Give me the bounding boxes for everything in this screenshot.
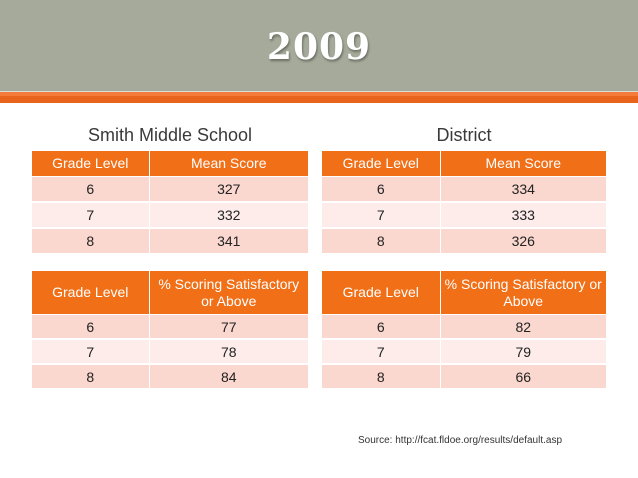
accent-stripe-thin bbox=[0, 92, 638, 96]
table-header-row: Grade Level Mean Score bbox=[32, 151, 308, 177]
mean-score-cell: 332 bbox=[149, 202, 308, 229]
grade-cell: 6 bbox=[32, 176, 150, 203]
mean-score-cell: 334 bbox=[440, 176, 606, 203]
mean-score-cell: 326 bbox=[440, 228, 606, 255]
table-row: 8 341 bbox=[32, 228, 308, 255]
slide-title: 2009 bbox=[266, 26, 372, 68]
accent-stripe-thick bbox=[0, 96, 638, 103]
mean-score-cell: 333 bbox=[440, 202, 606, 229]
grade-cell: 8 bbox=[322, 228, 441, 255]
grade-cell: 6 bbox=[322, 314, 441, 340]
school-heading: Smith Middle School bbox=[87, 125, 253, 145]
grade-cell: 6 bbox=[322, 176, 441, 203]
mean-score-cell: 327 bbox=[149, 176, 308, 203]
header-mean-score: Mean Score bbox=[440, 151, 606, 177]
table-row: 8 326 bbox=[322, 228, 606, 255]
header-percent-satisfactory: % Scoring Satisfactory or Above bbox=[149, 271, 308, 315]
table-row: 6 77 bbox=[32, 314, 308, 340]
table-row: 7 332 bbox=[32, 202, 308, 229]
header-grade-level: Grade Level bbox=[32, 151, 150, 177]
table-row: 7 79 bbox=[322, 339, 606, 365]
table-header-row: Grade Level % Scoring Satisfactory or Ab… bbox=[322, 271, 606, 315]
grade-cell: 7 bbox=[32, 202, 150, 229]
district-satisfactory-table: Grade Level % Scoring Satisfactory or Ab… bbox=[322, 271, 606, 390]
percent-cell: 84 bbox=[149, 364, 308, 390]
school-satisfactory-table: Grade Level % Scoring Satisfactory or Ab… bbox=[32, 271, 308, 390]
grade-cell: 8 bbox=[32, 364, 150, 390]
table-row: 8 66 bbox=[322, 364, 606, 390]
table-row: 6 82 bbox=[322, 314, 606, 340]
header-grade-level: Grade Level bbox=[322, 151, 441, 177]
mean-score-cell: 341 bbox=[149, 228, 308, 255]
divider-highlight bbox=[0, 91, 638, 92]
district-mean-score-table: Grade Level Mean Score 6 334 7 333 8 326 bbox=[322, 151, 606, 255]
table-row: 6 327 bbox=[32, 176, 308, 203]
header-grade-level: Grade Level bbox=[32, 271, 150, 315]
table-row: 8 84 bbox=[32, 364, 308, 390]
school-mean-score-table: Grade Level Mean Score 6 327 7 332 8 341 bbox=[32, 151, 308, 255]
table-row: 7 333 bbox=[322, 202, 606, 229]
percent-cell: 77 bbox=[149, 314, 308, 340]
percent-cell: 78 bbox=[149, 339, 308, 365]
table-header-row: Grade Level % Scoring Satisfactory or Ab… bbox=[32, 271, 308, 315]
grade-cell: 7 bbox=[32, 339, 150, 365]
table-row: 6 334 bbox=[322, 176, 606, 203]
percent-cell: 82 bbox=[440, 314, 606, 340]
grade-cell: 8 bbox=[32, 228, 150, 255]
table-header-row: Grade Level Mean Score bbox=[322, 151, 606, 177]
grade-cell: 7 bbox=[322, 202, 441, 229]
grade-cell: 6 bbox=[32, 314, 150, 340]
table-row: 7 78 bbox=[32, 339, 308, 365]
header-percent-satisfactory: % Scoring Satisfactory or Above bbox=[440, 271, 606, 315]
grade-cell: 8 bbox=[322, 364, 441, 390]
header-grade-level: Grade Level bbox=[322, 271, 441, 315]
percent-cell: 79 bbox=[440, 339, 606, 365]
grade-cell: 7 bbox=[322, 339, 441, 365]
district-heading: District bbox=[436, 125, 492, 145]
title-banner bbox=[0, 0, 638, 92]
source-citation: Source: http://fcat.fldoe.org/results/de… bbox=[358, 435, 563, 446]
percent-cell: 66 bbox=[440, 364, 606, 390]
header-mean-score: Mean Score bbox=[149, 151, 308, 177]
